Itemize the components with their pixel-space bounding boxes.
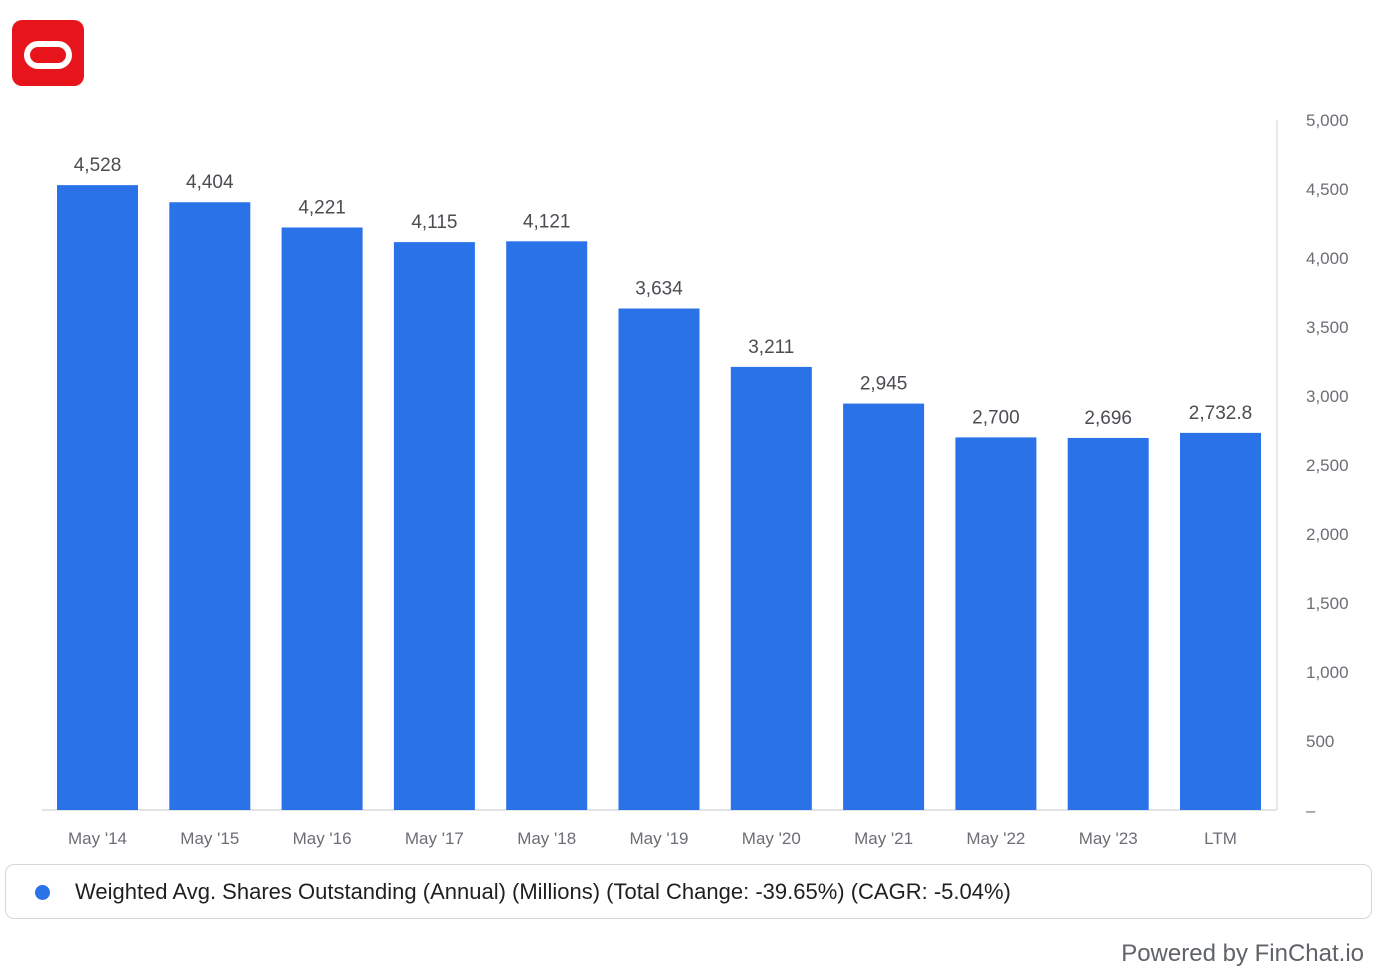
bar-data-label: 4,121 [523, 211, 571, 232]
x-tick-label: May '16 [293, 829, 352, 848]
bar-data-label: 3,211 [748, 337, 794, 358]
bar [393, 242, 475, 810]
bar [169, 202, 251, 811]
x-tick-label: May '21 [854, 829, 913, 848]
powered-by-text: Powered by FinChat.io [1121, 940, 1364, 967]
bar [1180, 432, 1261, 810]
bar [730, 366, 812, 810]
y-tick-label: 1,500 [1306, 594, 1349, 613]
bar-data-label: 4,115 [411, 212, 457, 233]
y-tick-label: 5,000 [1306, 111, 1349, 130]
y-tick-label: – [1306, 801, 1316, 820]
bar [618, 308, 700, 810]
bar-data-label: 3,634 [635, 279, 683, 300]
bar-data-label: 4,404 [186, 172, 234, 193]
y-tick-label: 4,500 [1306, 180, 1349, 199]
y-tick-label: 1,000 [1306, 663, 1349, 682]
bar-data-label: 2,696 [1084, 408, 1132, 429]
oracle-logo-icon [12, 20, 84, 86]
x-tick-label: May '19 [630, 829, 689, 848]
x-tick-label: May '22 [966, 829, 1025, 848]
bar [843, 403, 925, 810]
oracle-logo-ring [24, 41, 72, 69]
x-tick-label: May '18 [517, 829, 576, 848]
y-tick-label: 3,000 [1306, 387, 1349, 406]
bar-data-label: 4,528 [74, 155, 122, 176]
shares-outstanding-bar-chart: – 500 1,000 1,500 2,000 2,500 3,000 3,500 4,000 4… [42, 111, 1349, 848]
y-tick-label: 4,000 [1306, 249, 1349, 268]
legend-series-label: Weighted Avg. Shares Outstanding (Annual… [75, 879, 1011, 904]
y-tick-label: 2,500 [1306, 456, 1349, 475]
bar [955, 437, 1037, 810]
chart-legend[interactable]: Weighted Avg. Shares Outstanding (Annual… [5, 864, 1372, 919]
x-tick-label: May '14 [68, 829, 127, 848]
bar-data-label: 4,221 [298, 198, 346, 219]
bar [57, 185, 138, 811]
x-tick-label: May '23 [1079, 829, 1138, 848]
bar-data-label: 2,732.8 [1189, 403, 1252, 424]
legend-series-dot [35, 885, 50, 900]
bar [1067, 437, 1149, 810]
bar-data-label: 2,700 [972, 407, 1020, 428]
y-tick-label: 500 [1306, 732, 1334, 751]
x-tick-label: May '15 [180, 829, 239, 848]
y-tick-label: 2,000 [1306, 525, 1349, 544]
y-tick-label: 3,500 [1306, 318, 1349, 337]
x-tick-label: May '17 [405, 829, 464, 848]
bar [506, 241, 588, 810]
x-tick-label: May '20 [742, 829, 801, 848]
x-tick-label: LTM [1204, 829, 1237, 848]
bar [281, 227, 363, 810]
bar-data-label: 2,945 [860, 374, 908, 395]
